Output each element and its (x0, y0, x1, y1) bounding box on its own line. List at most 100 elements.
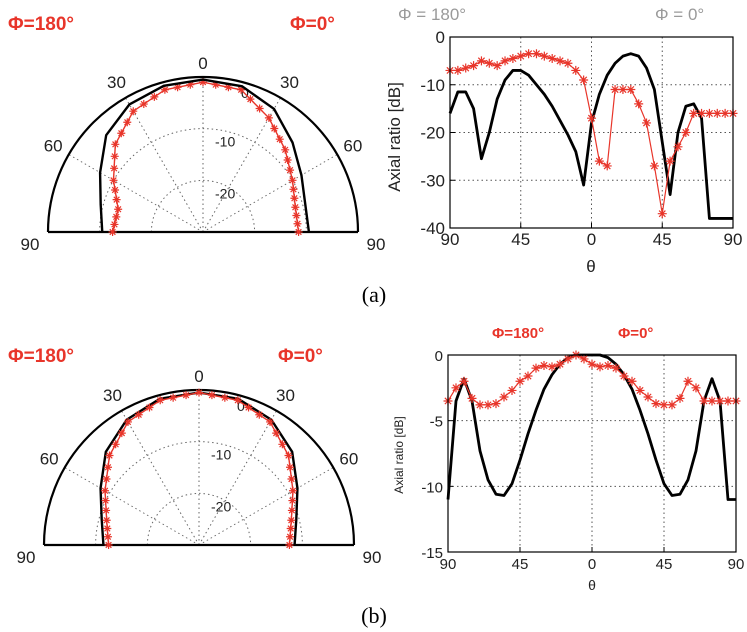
asterisk-stroke (475, 400, 485, 410)
asterisk-marker (286, 532, 295, 541)
asterisk-stroke (287, 506, 296, 515)
x-tick-label: 45 (512, 556, 529, 573)
asterisk-stroke (220, 393, 229, 402)
asterisk-stroke (117, 129, 126, 138)
asterisk-stroke (642, 118, 652, 128)
asterisk-marker (516, 51, 526, 61)
asterisk-stroke (547, 362, 557, 372)
asterisk-stroke (579, 75, 589, 85)
asterisk-marker (207, 391, 216, 400)
asterisk-stroke (207, 391, 216, 400)
asterisk-stroke (233, 396, 242, 405)
asterisk-marker (294, 228, 303, 236)
asterisk-marker (264, 113, 273, 122)
phi-0-label: Φ=0° (278, 346, 323, 367)
asterisk-marker (618, 85, 628, 95)
asterisk-marker (587, 113, 596, 123)
asterisk-marker (286, 524, 295, 533)
angle-tick-label: 60 (339, 450, 358, 469)
asterisk-stroke (723, 396, 733, 406)
asterisk-marker (627, 376, 637, 386)
asterisk-stroke (237, 85, 246, 94)
asterisk-stroke (129, 107, 138, 116)
asterisk-stroke (681, 128, 691, 137)
grid-spoke (198, 467, 334, 546)
asterisk-marker (108, 228, 117, 236)
asterisk-marker (602, 161, 612, 171)
asterisk-marker (459, 376, 469, 386)
asterisk-stroke (643, 392, 653, 402)
asterisk-stroke (649, 161, 659, 171)
x-tick-label: 0 (588, 556, 596, 573)
x-tick-label: 0 (587, 230, 596, 249)
asterisk-stroke (195, 388, 203, 397)
angle-tick-label: 90 (363, 548, 382, 567)
asterisk-stroke (290, 194, 299, 203)
asterisk-marker (104, 541, 113, 549)
asterisk-stroke (707, 396, 717, 406)
asterisk-marker (461, 63, 471, 73)
asterisk-stroke (287, 474, 296, 483)
asterisk-stroke (459, 376, 469, 386)
asterisk-marker (285, 541, 294, 549)
asterisk-stroke (587, 359, 597, 369)
grid-circle (99, 128, 307, 233)
asterisk-marker (123, 118, 132, 127)
y-tick-label: 0 (435, 348, 443, 365)
asterisk-stroke (109, 176, 118, 185)
asterisk-marker (287, 516, 296, 525)
asterisk-marker (288, 496, 297, 505)
asterisk-stroke (508, 53, 518, 63)
asterisk-stroke (104, 463, 113, 472)
asterisk-stroke (103, 524, 112, 533)
grid-circle (95, 441, 303, 546)
grid-circle (150, 179, 256, 233)
asterisk-marker (156, 396, 165, 405)
asterisk-marker (531, 49, 541, 59)
asterisk-stroke (720, 108, 730, 118)
asterisk-stroke (689, 108, 699, 118)
asterisk-stroke (579, 354, 589, 364)
asterisk-marker (109, 176, 118, 185)
grid-circle (146, 492, 252, 546)
y-tick-label: -15 (421, 545, 443, 562)
radial-tick-label: -10 (211, 447, 231, 463)
asterisk-stroke (523, 371, 533, 381)
asterisk-stroke (111, 185, 120, 194)
asterisk-stroke (712, 108, 722, 118)
asterisk-stroke (451, 383, 461, 393)
asterisk-stroke (292, 211, 301, 220)
asterisk-marker (657, 209, 667, 219)
asterisk-marker (290, 194, 299, 203)
asterisk-marker (642, 118, 652, 128)
asterisk-stroke (500, 56, 510, 66)
asterisk-marker (285, 463, 294, 472)
polar-plot-b: Φ=180° Φ=0° 0 -10 -20 90 60 30 0 30 60 90 (8, 346, 381, 567)
phi-180-label: Φ=180° (8, 14, 74, 35)
asterisk-marker (284, 451, 293, 460)
y-tick-label: 0 (436, 28, 445, 47)
asterisk-marker (186, 80, 195, 89)
asterisk-stroke (104, 541, 113, 549)
asterisk-stroke (286, 532, 295, 541)
asterisk-marker (555, 56, 565, 66)
axial-ratio-plot-a: Φ = 180° Φ = 0° Axial ratio [dB] θ 90 45 0… (385, 5, 742, 276)
asterisk-marker (211, 80, 220, 89)
asterisk-marker (531, 363, 541, 373)
asterisk-marker (691, 383, 701, 393)
asterisk-stroke (618, 85, 628, 95)
asterisk-marker (500, 56, 510, 66)
asterisk-stroke (603, 361, 613, 371)
asterisk-stroke (272, 429, 281, 438)
asterisk-stroke (683, 376, 693, 386)
asterisk-stroke (112, 195, 121, 204)
y-tick-label: -5 (430, 414, 443, 431)
asterisk-marker (101, 486, 110, 495)
asterisk-marker (619, 371, 629, 381)
asterisk-marker (651, 399, 661, 409)
asterisk-marker (720, 108, 730, 118)
grid-spoke (68, 154, 204, 233)
radial-tick-label: -10 (215, 134, 235, 150)
asterisk-marker (224, 83, 233, 92)
